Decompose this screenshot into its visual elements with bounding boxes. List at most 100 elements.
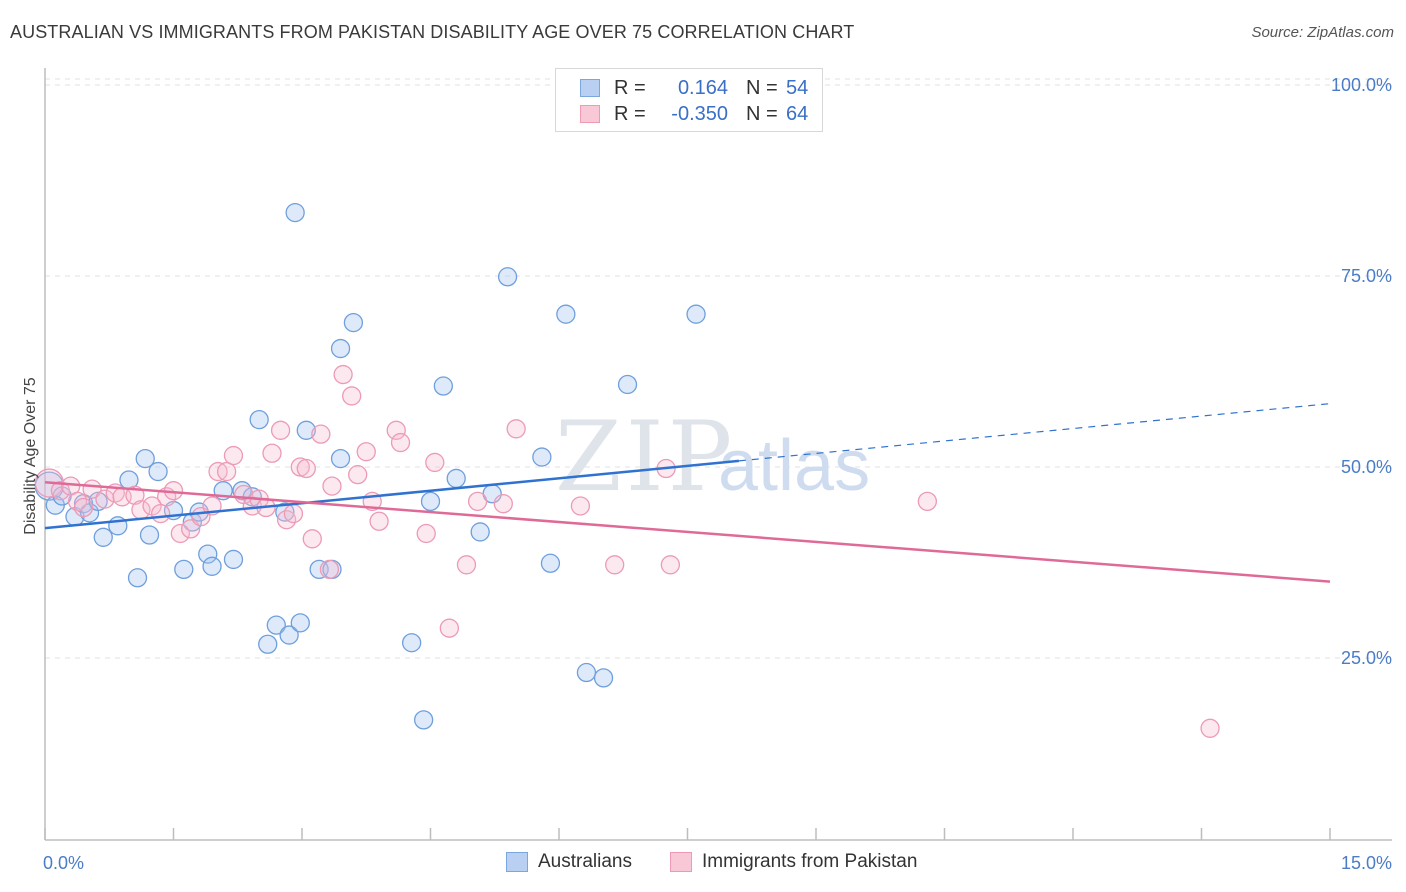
data-point-pakistan: [605, 555, 625, 575]
y-tick-label: 50.0%: [1341, 457, 1392, 477]
legend-n-value: 64: [786, 102, 809, 125]
data-point-pakistan: [170, 523, 191, 544]
legend-n-label: N =: [746, 102, 778, 125]
data-point-pakistan: [50, 481, 71, 501]
data-point-australians: [174, 559, 194, 580]
data-point-pakistan: [416, 523, 436, 544]
data-point-pakistan: [283, 503, 304, 524]
data-point-australians: [446, 468, 466, 489]
data-point-australians: [279, 625, 299, 645]
data-point-pakistan: [322, 476, 342, 496]
data-point-australians: [532, 447, 552, 467]
chart-title: AUSTRALIAN VS IMMIGRANTS FROM PAKISTAN D…: [10, 22, 855, 42]
data-point-pakistan: [333, 364, 353, 385]
legend-r-value: 0.164: [677, 76, 728, 99]
data-point-australians: [413, 710, 434, 730]
legend-item-pakistan: Immigrants from Pakistan: [670, 851, 917, 873]
data-point-australians: [93, 527, 113, 547]
legend-item-australians: Australians: [506, 851, 632, 873]
data-point-australians: [296, 420, 316, 440]
legend-swatch-australians: [506, 852, 528, 872]
data-point-pakistan: [369, 511, 389, 531]
trend-lines: [44, 403, 1331, 583]
data-point-australians: [593, 668, 614, 688]
data-point-pakistan: [386, 420, 406, 440]
data-point-pakistan: [1200, 718, 1220, 738]
y-tick-label: 25.0%: [1341, 648, 1392, 668]
data-point-pakistan: [216, 461, 237, 482]
legend-swatch-pakistan: [670, 852, 692, 872]
data-point-australians: [686, 304, 706, 324]
y-axis-label: Disability Age Over 75: [22, 377, 39, 535]
legend-r-value: -0.350: [671, 102, 728, 125]
data-point-australians: [148, 461, 168, 482]
data-point-australians: [135, 448, 155, 469]
data-point-pakistan: [506, 419, 526, 439]
legend-n-label: N =: [746, 76, 778, 99]
data-point-pakistan: [262, 443, 282, 463]
data-point-australians: [617, 374, 638, 395]
data-point-australians: [576, 662, 597, 683]
data-point-pakistan: [439, 618, 459, 638]
legend-r-label: R =: [614, 102, 646, 125]
data-point-pakistan: [73, 497, 94, 518]
data-point-australians: [470, 522, 490, 542]
data-point-australians: [202, 556, 222, 576]
data-point-pakistan: [223, 445, 244, 466]
data-point-pakistan: [356, 442, 376, 462]
legend-r-label: R =: [614, 76, 646, 99]
data-point-pakistan: [319, 559, 340, 580]
data-point-pakistan: [342, 386, 362, 406]
data-point-pakistan: [270, 420, 291, 440]
data-point-australians: [139, 525, 160, 545]
correlation-legend: R = 0.164 N = 54 R = -0.350 N = 64: [555, 68, 823, 132]
data-point-australians: [330, 338, 351, 359]
data-point-australians: [497, 267, 518, 287]
data-point-pakistan: [296, 458, 316, 479]
data-point-australians: [330, 448, 351, 469]
watermark-atlas: atlas: [718, 426, 870, 506]
data-point-australians: [402, 633, 422, 653]
y-tick-label: 100.0%: [1331, 75, 1392, 95]
data-point-australians: [540, 553, 561, 573]
data-point-pakistan: [390, 432, 411, 453]
data-point-australians: [223, 549, 244, 570]
data-point-pakistan: [302, 529, 322, 549]
legend-row-pakistan: R = -0.350 N = 64: [580, 101, 808, 127]
data-point-pakistan: [660, 555, 681, 575]
data-point-pakistan: [467, 491, 488, 512]
legend-swatch-pink: [580, 105, 600, 123]
x-tick-label: 0.0%: [43, 853, 84, 873]
data-point-australians: [127, 568, 148, 588]
watermark-zip: ZIP: [555, 401, 736, 513]
data-point-australians: [198, 544, 218, 564]
data-point-australians: [258, 634, 278, 654]
data-point-pakistan: [570, 496, 591, 516]
legend-label-australians: Australians: [538, 851, 632, 872]
data-point-australians: [343, 312, 364, 333]
source-label: Source: ZipAtlas.com: [1251, 24, 1394, 41]
data-point-pakistan: [311, 424, 331, 444]
legend-row-australians: R = 0.164 N = 54: [580, 75, 808, 101]
legend-n-value: 54: [786, 76, 809, 99]
data-point-australians: [433, 376, 454, 396]
data-point-australians: [249, 409, 269, 430]
data-point-pakistan: [348, 464, 368, 485]
series-legend: Australians Immigrants from Pakistan: [0, 851, 1406, 877]
legend-label-pakistan: Immigrants from Pakistan: [702, 851, 918, 872]
data-point-pakistan: [150, 503, 171, 524]
axes: [44, 68, 1392, 841]
data-point-australians: [266, 615, 286, 635]
data-point-australians: [556, 304, 576, 324]
data-point-australians: [290, 613, 310, 633]
data-point-australians: [420, 491, 441, 512]
data-point-pakistan: [917, 491, 938, 512]
data-point-pakistan: [456, 555, 477, 575]
trend-line-australians-extension: [738, 403, 1331, 462]
watermark: ZIP atlas: [555, 401, 870, 513]
x-tick-label: 15.0%: [1341, 853, 1392, 873]
y-tick-label: 75.0%: [1341, 266, 1392, 286]
trend-line-pakistan: [44, 481, 1331, 583]
legend-swatch-blue: [580, 79, 600, 97]
